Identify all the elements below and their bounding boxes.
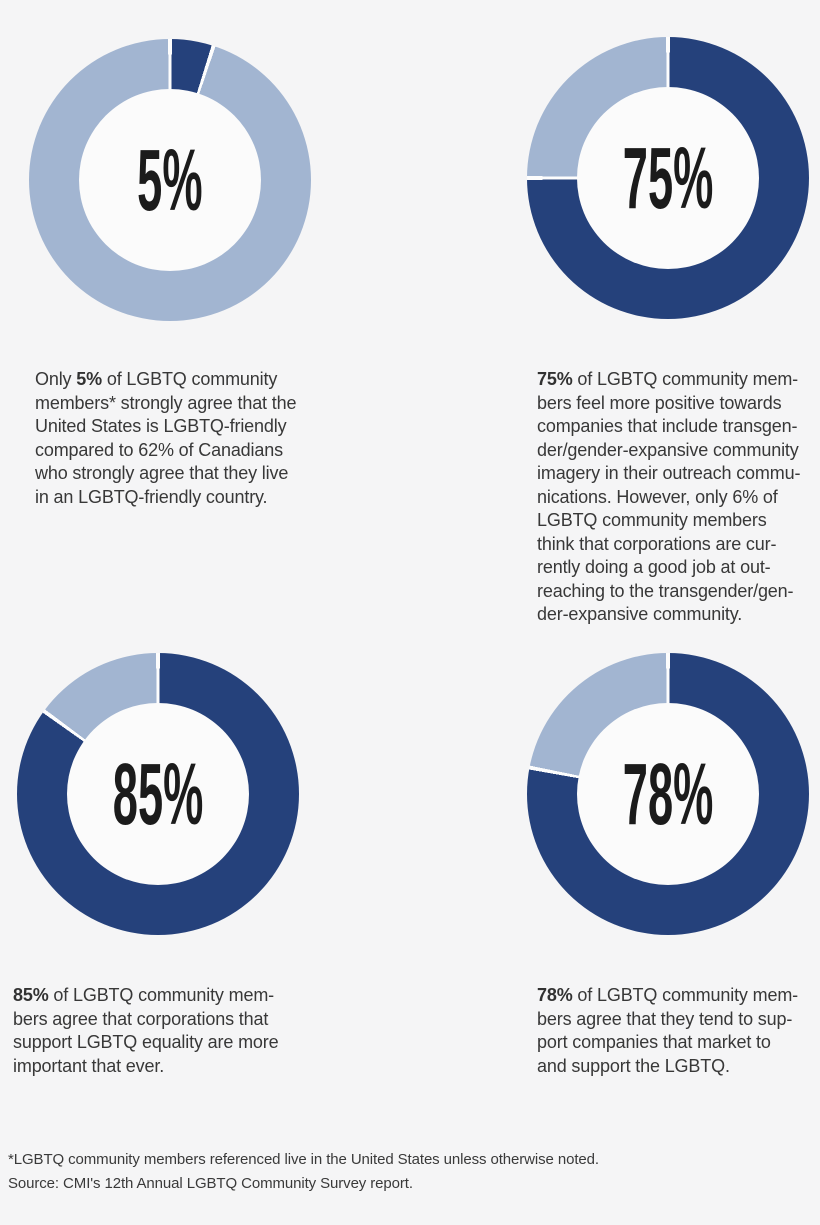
donut-center-label: 85%: [112, 745, 204, 843]
stat-description-78-percent: 78% of LGBTQ community mem- bers agree t…: [537, 984, 820, 1078]
stat-value: 85%: [13, 985, 49, 1005]
donut-hole: 75%: [577, 87, 759, 269]
donut-center-label: 5%: [137, 131, 203, 229]
stat-text-prefix: Only: [35, 369, 77, 389]
stat-text: of LGBTQ community mem- bers agree that …: [537, 985, 799, 1076]
stat-value: 5%: [76, 369, 102, 389]
donut-center-label: 78%: [622, 745, 714, 843]
stat-text: of LGBTQ community mem- bers feel more p…: [537, 369, 801, 624]
stat-description-5-percent: Only 5% of LGBTQ community members* stro…: [35, 368, 375, 509]
footnote-asterisk: *LGBTQ community members referenced live…: [8, 1151, 599, 1168]
stat-description-85-percent: 85% of LGBTQ community mem- bers agree t…: [13, 984, 363, 1078]
donut-chart-78-percent: 78%: [527, 653, 809, 935]
stat-description-75-percent: 75% of LGBTQ community mem- bers feel mo…: [537, 368, 820, 627]
stat-text: of LGBTQ community mem- bers agree that …: [13, 985, 279, 1076]
stat-value: 78%: [537, 985, 573, 1005]
donut-chart-5-percent: 5%: [29, 39, 311, 321]
donut-hole: 78%: [577, 703, 759, 885]
footnotes: *LGBTQ community members referenced live…: [8, 1148, 599, 1196]
donut-hole: 5%: [79, 89, 261, 271]
stat-text: of LGBTQ community members* strongly agr…: [35, 369, 297, 507]
stat-value: 75%: [537, 369, 573, 389]
donut-hole: 85%: [67, 703, 249, 885]
donut-chart-75-percent: 75%: [527, 37, 809, 319]
donut-center-label: 75%: [622, 129, 714, 227]
donut-chart-85-percent: 85%: [17, 653, 299, 935]
source-note: Source: CMI's 12th Annual LGBTQ Communit…: [8, 1175, 413, 1192]
